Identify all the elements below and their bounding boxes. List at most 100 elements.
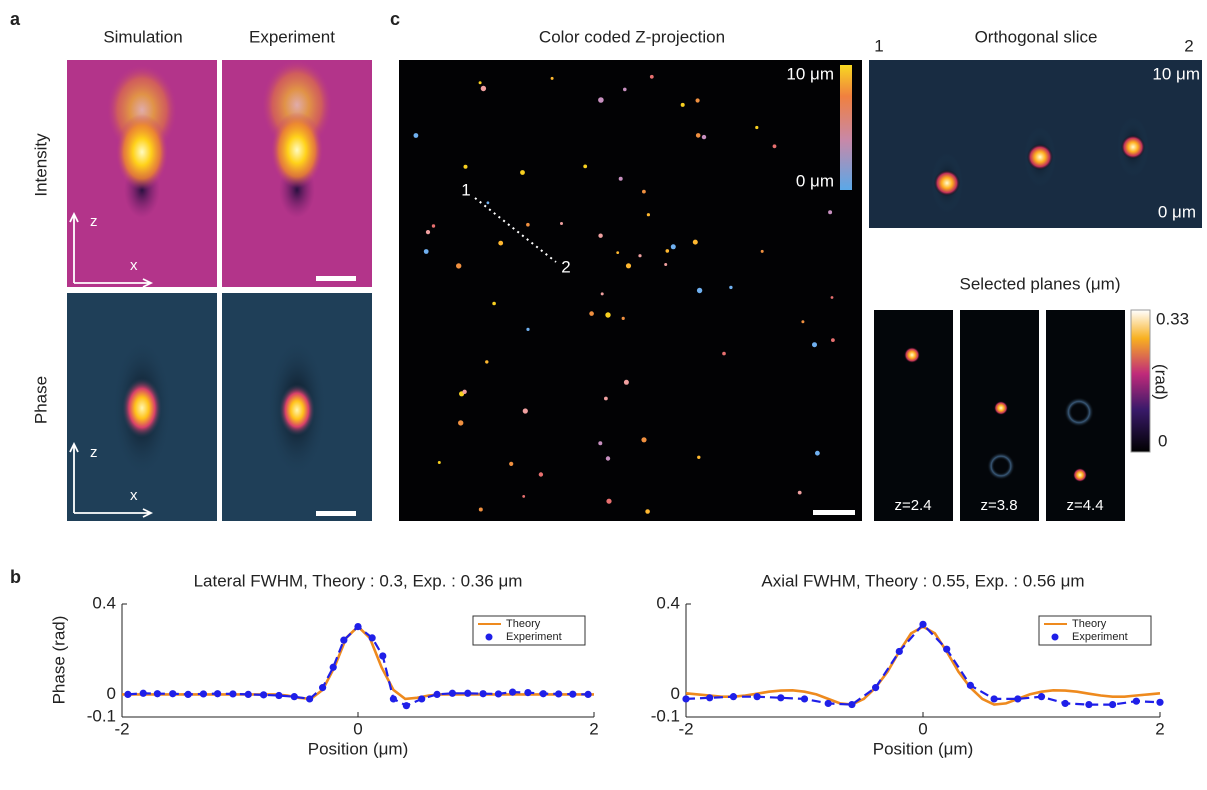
x-tick-label: 2	[589, 719, 598, 738]
legend-box	[472, 615, 586, 646]
data-point	[990, 695, 998, 703]
bead	[641, 437, 647, 443]
image-title: Selected planes (μm)	[960, 274, 1121, 293]
data-point	[508, 688, 517, 696]
data-point	[824, 699, 832, 708]
legend-marker	[1051, 633, 1059, 641]
data-point	[329, 663, 337, 671]
bead	[458, 420, 464, 426]
bead	[801, 320, 805, 324]
column-title: Experiment	[249, 27, 335, 46]
bead	[760, 249, 764, 253]
data-point	[213, 690, 222, 698]
axes-arrows	[69, 211, 154, 518]
bead	[478, 81, 482, 85]
data-point	[494, 690, 503, 698]
plane-images	[874, 310, 1125, 521]
data-point	[139, 689, 147, 697]
bead	[492, 301, 496, 306]
row-title: Intensity	[31, 133, 50, 197]
bead	[538, 472, 544, 477]
data-point	[943, 645, 951, 653]
colorbar	[840, 65, 852, 190]
bead	[431, 224, 436, 228]
bead	[623, 379, 629, 385]
data-point	[1109, 700, 1117, 709]
bead	[463, 164, 468, 169]
bead	[605, 456, 611, 461]
phase-images	[67, 293, 372, 521]
data-point	[1156, 698, 1164, 706]
bead	[623, 87, 627, 92]
x-tick-label: 2	[1155, 719, 1164, 738]
data-point	[448, 689, 456, 697]
plane-label: z=3.8	[980, 497, 1017, 514]
bead	[520, 170, 525, 175]
legend-label: Experiment	[1072, 631, 1128, 643]
data-point	[555, 690, 563, 698]
bead	[413, 133, 419, 138]
colorbar-label: 10 μm	[786, 64, 834, 83]
data-point	[199, 690, 208, 698]
data-point	[895, 647, 903, 656]
bead	[692, 239, 698, 245]
bead	[828, 210, 833, 215]
panel-label: a	[10, 9, 21, 29]
data-point	[584, 690, 592, 699]
bead	[665, 249, 670, 253]
bead	[600, 292, 604, 296]
x-axis-label: Position (μm)	[873, 739, 973, 758]
colorbar-label: 0 μm	[796, 171, 834, 190]
bead	[646, 213, 651, 217]
bead	[616, 251, 620, 255]
data-point	[1014, 695, 1022, 703]
bead	[423, 249, 429, 254]
data-point	[275, 691, 283, 700]
data-point	[340, 636, 348, 644]
axis-arrow-label: z	[90, 213, 98, 230]
bead	[621, 316, 625, 320]
data-point	[464, 689, 472, 697]
data-point	[479, 690, 487, 698]
column-title: Simulation	[103, 27, 182, 46]
data-point	[124, 690, 132, 699]
colorbar-label: 0	[1158, 431, 1167, 450]
data-point	[1085, 700, 1093, 709]
data-point	[777, 694, 785, 702]
bead	[462, 389, 467, 394]
x-tick-label: -2	[678, 719, 693, 738]
legend-box	[1038, 615, 1152, 646]
data-point	[379, 652, 387, 660]
y-axis-label: Phase (rad)	[49, 616, 68, 705]
bead	[560, 222, 563, 225]
bead	[486, 201, 490, 205]
data-point	[319, 684, 327, 692]
data-point	[418, 695, 426, 703]
bead	[498, 240, 504, 246]
colorbar-label: 0.33	[1156, 309, 1189, 328]
bead	[701, 134, 707, 140]
data-point	[753, 693, 761, 701]
depth-label: 10 μm	[1152, 64, 1200, 83]
bead	[604, 396, 608, 401]
data-point	[872, 684, 880, 692]
bead	[649, 74, 654, 79]
bead	[729, 285, 733, 290]
data-point	[539, 690, 547, 698]
bead	[618, 176, 623, 181]
bead	[638, 254, 642, 258]
data-point	[729, 693, 738, 701]
depth-label: 0 μm	[1158, 202, 1196, 221]
scale-bar	[813, 510, 855, 515]
colorbar-unit: (rad)	[1152, 364, 1171, 400]
data-point	[169, 690, 177, 698]
data-point	[1061, 699, 1069, 708]
beads	[413, 74, 835, 514]
data-point	[1037, 693, 1046, 701]
bead	[589, 311, 594, 316]
y-tick-label: -0.1	[87, 706, 116, 725]
panel-label: b	[10, 567, 21, 587]
bead	[583, 164, 588, 169]
data-point	[389, 695, 397, 703]
